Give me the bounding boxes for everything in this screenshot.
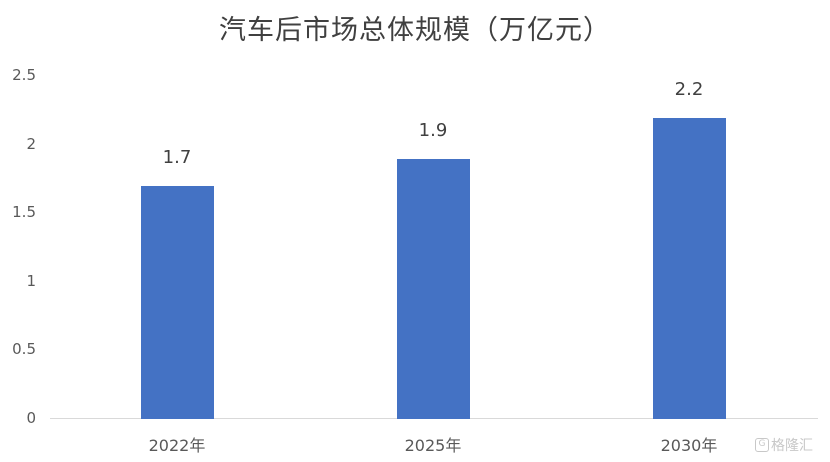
x-tick-label: 2022年 bbox=[148, 436, 206, 455]
x-tick-label: 2025年 bbox=[404, 436, 462, 455]
logo-icon: G bbox=[755, 438, 769, 452]
data-label: 1.7 bbox=[162, 147, 192, 168]
y-tick-label: 2.5 bbox=[12, 66, 36, 84]
x-tick-label: 2030年 bbox=[660, 436, 718, 455]
data-label: 1.9 bbox=[418, 120, 448, 141]
watermark: G 格隆汇 bbox=[755, 435, 813, 455]
y-tick-label: 2 bbox=[26, 135, 36, 153]
bar bbox=[397, 159, 470, 419]
data-label: 2.2 bbox=[674, 79, 704, 100]
watermark-text: 格隆汇 bbox=[771, 438, 813, 454]
y-tick-label: 0.5 bbox=[12, 340, 36, 358]
bar bbox=[653, 118, 726, 419]
y-tick-label: 0 bbox=[26, 409, 36, 427]
y-tick-label: 1.5 bbox=[12, 203, 36, 221]
chart-title: 汽车后市场总体规模（万亿元） bbox=[219, 15, 611, 46]
y-tick-label: 1 bbox=[26, 272, 36, 290]
bar bbox=[141, 186, 214, 419]
